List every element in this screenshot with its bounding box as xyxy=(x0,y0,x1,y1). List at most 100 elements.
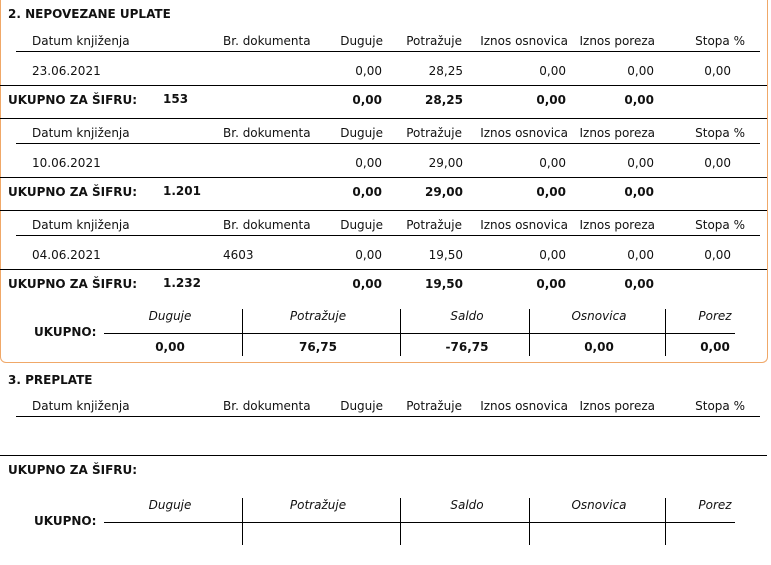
column-header: Br. dokumenta xyxy=(223,399,311,413)
total-value: 0,00 xyxy=(352,277,382,291)
column-header: Br. dokumenta xyxy=(223,218,311,232)
summary-divider xyxy=(529,309,530,356)
section-title: 2. NEPOVEZANE UPLATE xyxy=(8,7,171,21)
cell-date: 10.06.2021 xyxy=(32,156,101,170)
group-separator xyxy=(0,118,767,119)
summary-divider xyxy=(242,309,243,356)
total-label: UKUPNO ZA ŠIFRU: xyxy=(8,277,138,291)
summary-header: Osnovica xyxy=(571,309,627,323)
total-value: 0,00 xyxy=(352,185,382,199)
column-header: Iznos osnovica xyxy=(480,34,568,48)
cell-osnovica: 0,00 xyxy=(539,64,566,78)
cell-potrazuje: 28,25 xyxy=(428,64,463,78)
cell-duguje: 0,00 xyxy=(355,64,382,78)
column-header: Duguje xyxy=(340,218,383,232)
section-title: 3. PREPLATE xyxy=(8,373,93,387)
summary-rule xyxy=(104,333,735,334)
cell-duguje: 0,00 xyxy=(355,156,382,170)
column-header: Potražuje xyxy=(406,34,462,48)
summary-divider xyxy=(665,498,666,545)
summary-header: Duguje xyxy=(148,498,192,512)
section-frame xyxy=(0,0,768,363)
column-header: Iznos osnovica xyxy=(480,218,568,232)
total-separator xyxy=(0,455,767,456)
cell-stopa: 0,00 xyxy=(704,156,731,170)
column-header: Iznos poreza xyxy=(579,399,655,413)
summary-value: 76,75 xyxy=(299,340,337,354)
summary-label: UKUPNO: xyxy=(34,514,97,528)
summary-header: Porez xyxy=(698,498,732,512)
column-header: Datum knjiženja xyxy=(32,126,130,140)
summary-header: Potražuje xyxy=(289,498,347,512)
total-value: 19,50 xyxy=(425,277,463,291)
total-value: 0,00 xyxy=(536,185,566,199)
summary-value: 0,00 xyxy=(584,340,614,354)
cell-stopa: 0,00 xyxy=(704,64,731,78)
cell-osnovica: 0,00 xyxy=(539,248,566,262)
total-value: 0,00 xyxy=(624,93,654,107)
header-underline xyxy=(16,143,760,144)
column-header: Stopa % xyxy=(695,34,745,48)
column-header: Iznos poreza xyxy=(579,34,655,48)
cell-porez: 0,00 xyxy=(627,248,654,262)
summary-value: 0,00 xyxy=(700,340,730,354)
column-header: Duguje xyxy=(340,34,383,48)
column-header: Br. dokumenta xyxy=(223,34,311,48)
cell-porez: 0,00 xyxy=(627,64,654,78)
total-value: 0,00 xyxy=(624,185,654,199)
header-underline xyxy=(16,235,760,236)
total-separator xyxy=(0,269,767,270)
summary-rule xyxy=(104,522,735,523)
column-header: Potražuje xyxy=(406,218,462,232)
summary-header: Duguje xyxy=(148,309,192,323)
cell-osnovica: 0,00 xyxy=(539,156,566,170)
column-header: Iznos osnovica xyxy=(480,126,568,140)
summary-value: 0,00 xyxy=(155,340,185,354)
cell-potrazuje: 29,00 xyxy=(428,156,463,170)
column-header: Datum knjiženja xyxy=(32,34,130,48)
column-header: Br. dokumenta xyxy=(223,126,311,140)
column-header: Iznos poreza xyxy=(579,218,655,232)
total-value: 0,00 xyxy=(536,93,566,107)
total-separator xyxy=(0,85,767,86)
column-header: Stopa % xyxy=(695,126,745,140)
summary-divider xyxy=(665,309,666,356)
column-header: Duguje xyxy=(340,126,383,140)
cell-date: 23.06.2021 xyxy=(32,64,101,78)
column-header: Datum knjiženja xyxy=(32,218,130,232)
summary-header: Porez xyxy=(698,309,732,323)
summary-header: Potražuje xyxy=(289,309,347,323)
summary-header: Saldo xyxy=(450,498,484,512)
column-header: Potražuje xyxy=(406,399,462,413)
total-value: 28,25 xyxy=(425,93,463,107)
total-label: UKUPNO ZA ŠIFRU: xyxy=(8,93,138,107)
header-underline xyxy=(16,51,760,52)
total-separator xyxy=(0,177,767,178)
total-label: UKUPNO ZA ŠIFRU: xyxy=(8,463,138,477)
summary-value: -76,75 xyxy=(445,340,489,354)
column-header: Datum knjiženja xyxy=(32,399,130,413)
total-code: 153 xyxy=(163,92,189,106)
cell-document: 4603 xyxy=(223,248,254,262)
cell-stopa: 0,00 xyxy=(704,248,731,262)
cell-porez: 0,00 xyxy=(627,156,654,170)
column-header: Iznos osnovica xyxy=(480,399,568,413)
header-underline xyxy=(16,416,760,417)
total-value: 0,00 xyxy=(536,277,566,291)
column-header: Stopa % xyxy=(695,399,745,413)
column-header: Stopa % xyxy=(695,218,745,232)
summary-divider xyxy=(529,498,530,545)
group-separator xyxy=(0,210,767,211)
total-label: UKUPNO ZA ŠIFRU: xyxy=(8,185,138,199)
cell-date: 04.06.2021 xyxy=(32,248,101,262)
cell-duguje: 0,00 xyxy=(355,248,382,262)
summary-header: Osnovica xyxy=(571,498,627,512)
total-value: 0,00 xyxy=(352,93,382,107)
total-value: 0,00 xyxy=(624,277,654,291)
summary-divider xyxy=(400,498,401,545)
total-value: 29,00 xyxy=(425,185,463,199)
total-code: 1.232 xyxy=(163,276,201,290)
column-header: Duguje xyxy=(340,399,383,413)
cell-potrazuje: 19,50 xyxy=(428,248,463,262)
